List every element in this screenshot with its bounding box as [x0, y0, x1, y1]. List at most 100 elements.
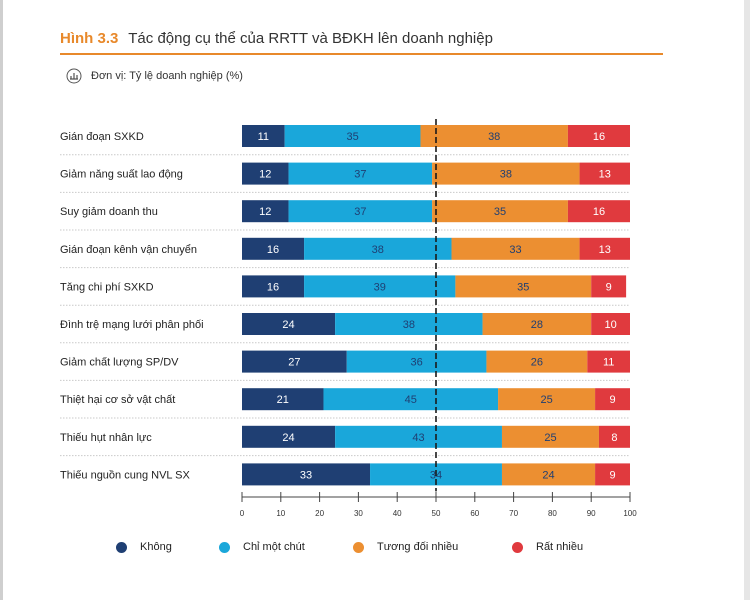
- data-label: 24: [282, 319, 294, 331]
- data-label: 38: [488, 131, 500, 143]
- data-label: 38: [500, 169, 512, 181]
- data-label: 13: [599, 169, 611, 181]
- data-label: 36: [410, 357, 422, 369]
- bar-segment: [242, 200, 289, 223]
- bar-segment: [323, 388, 499, 411]
- legend-label: Không: [140, 541, 172, 553]
- bar-segment: [432, 162, 580, 185]
- legend-label: Chỉ một chút: [243, 541, 305, 553]
- bar-segment: [595, 463, 630, 486]
- bar-segment: [501, 463, 596, 486]
- data-label: 37: [354, 169, 366, 181]
- x-tick-label: 100: [623, 509, 637, 518]
- data-label: 26: [531, 357, 543, 369]
- data-label: 39: [374, 281, 386, 293]
- legend-swatch: [353, 541, 364, 553]
- category-label: Thiếu nguồn cung NVL SX: [60, 469, 191, 481]
- bar-segment: [598, 425, 630, 448]
- bar-segment: [432, 200, 568, 223]
- data-label: 38: [372, 244, 384, 256]
- data-label: 33: [300, 469, 312, 481]
- category-labels: Gián đoạn SXKD Giảm năng suất lao động Suy…: [60, 131, 204, 481]
- legend-item: Không: [116, 541, 172, 553]
- category-label: Gián đoạn SXKD: [60, 131, 144, 143]
- data-label: 10: [604, 319, 616, 331]
- data-label: 16: [593, 131, 605, 143]
- x-tick-label: 50: [432, 509, 441, 518]
- legend-swatch: [219, 541, 230, 553]
- bar-segment: [498, 388, 596, 411]
- unit-row: Đơn vị: Tỷ lệ doanh nghiệp (%): [66, 68, 243, 84]
- x-tick-label: 80: [548, 509, 557, 518]
- x-tick-label: 10: [276, 509, 285, 518]
- bars: 11 35 38 16 12 37 38 13 12 37 35 16 16 38 33 13 16 39 35 9 2…: [242, 125, 630, 486]
- legend: Không Chỉ một chút Tương đối nhiều Rất nhiề…: [0, 541, 750, 557]
- bar-segment: [591, 275, 627, 298]
- bar-segment: [304, 237, 452, 260]
- category-label: Suy giảm doanh thu: [60, 206, 158, 218]
- data-label: 16: [593, 206, 605, 218]
- bar-segment: [595, 388, 630, 411]
- x-tick-label: 20: [315, 509, 324, 518]
- bar-segment: [304, 275, 456, 298]
- page-edge-right: [744, 0, 750, 600]
- data-label: 27: [288, 357, 300, 369]
- bar-segment: [288, 162, 433, 185]
- data-label: 9: [609, 469, 615, 481]
- data-label: 9: [609, 394, 615, 406]
- title-divider: [60, 53, 663, 55]
- data-label: 45: [405, 394, 417, 406]
- data-label: 37: [354, 206, 366, 218]
- bar-segment: [242, 425, 336, 448]
- data-label: 9: [606, 281, 612, 293]
- bar-segment: [451, 237, 580, 260]
- legend-swatch: [512, 541, 523, 553]
- category-label: Thiếu hụt nhân lực: [60, 432, 152, 444]
- unit-label: Đơn vị: Tỷ lệ doanh nghiệp (%): [91, 70, 243, 82]
- data-label: 8: [611, 432, 617, 444]
- legend-item: Rất nhiều: [512, 541, 583, 553]
- data-label: 11: [603, 357, 614, 369]
- x-tick-label: 0: [240, 509, 245, 518]
- bar-segment: [284, 125, 421, 147]
- data-label: 13: [599, 244, 611, 256]
- bar-segment: [579, 162, 630, 185]
- bar-segment: [335, 425, 502, 448]
- figure-title-row: Hình 3.3 Tác động cụ thể của RRTT và BĐK…: [60, 30, 493, 47]
- bar-segment: [242, 463, 371, 486]
- bar-segment: [455, 275, 592, 298]
- x-tick-label: 30: [354, 509, 363, 518]
- data-label: 25: [540, 394, 552, 406]
- data-label: 12: [259, 206, 271, 218]
- bar-segment: [579, 237, 630, 260]
- figure-number: Hình 3.3: [60, 30, 119, 47]
- category-label: Gián đoạn kênh vận chuyển: [60, 244, 197, 256]
- x-axis: 0 10 20 30 40 50 60 70 80 90 100: [240, 492, 637, 518]
- bar-segment: [567, 200, 630, 223]
- bar-segment: [242, 162, 289, 185]
- category-label: Thiệt hại cơ sở vật chất: [60, 394, 175, 406]
- bar-segment: [591, 313, 630, 335]
- bar-segment: [242, 350, 347, 373]
- bar-segment: [486, 350, 588, 373]
- x-tick-label: 60: [470, 509, 479, 518]
- bar-segment: [242, 388, 324, 411]
- bar-segment: [346, 350, 487, 373]
- bar-segment: [242, 313, 336, 335]
- data-label: 16: [267, 281, 279, 293]
- x-tick-label: 90: [587, 509, 596, 518]
- data-label: 21: [277, 394, 289, 406]
- bar-segment: [420, 125, 568, 147]
- bar-segment: [288, 200, 433, 223]
- category-label: Tăng chi phí SXKD: [60, 281, 154, 293]
- legend-swatch: [116, 541, 127, 553]
- category-label: Đình trệ mạng lưới phân phối: [60, 319, 204, 331]
- category-label: Giảm năng suất lao động: [60, 169, 183, 181]
- chart-unit-icon: [66, 68, 82, 84]
- data-label: 12: [259, 169, 271, 181]
- data-label: 24: [282, 432, 294, 444]
- data-label: 24: [542, 469, 554, 481]
- bar-segment: [482, 313, 592, 335]
- data-label: 43: [412, 432, 424, 444]
